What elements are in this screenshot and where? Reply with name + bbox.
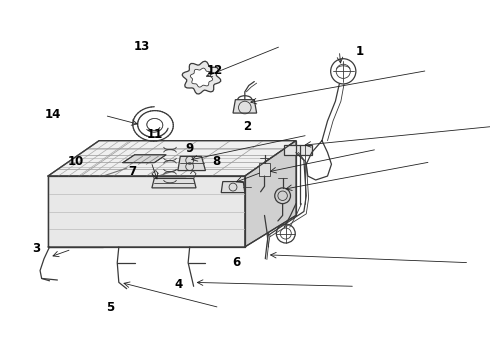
Polygon shape: [48, 176, 103, 247]
Polygon shape: [48, 141, 296, 176]
Text: 13: 13: [133, 40, 149, 53]
Text: 1: 1: [356, 45, 364, 58]
Polygon shape: [190, 68, 213, 87]
Text: 5: 5: [106, 301, 115, 314]
Polygon shape: [259, 163, 270, 176]
Polygon shape: [182, 61, 220, 94]
Polygon shape: [156, 179, 188, 184]
Text: 8: 8: [213, 155, 221, 168]
Text: 6: 6: [232, 256, 240, 269]
Text: 4: 4: [174, 278, 182, 291]
Text: 12: 12: [207, 64, 223, 77]
Text: 3: 3: [32, 242, 40, 255]
Polygon shape: [233, 100, 257, 113]
Polygon shape: [48, 176, 245, 247]
Text: 11: 11: [147, 128, 163, 141]
Polygon shape: [284, 145, 312, 155]
Polygon shape: [123, 155, 166, 163]
Text: 9: 9: [186, 142, 194, 155]
Polygon shape: [178, 156, 205, 171]
Text: 2: 2: [244, 120, 252, 132]
Text: 14: 14: [45, 108, 61, 121]
Polygon shape: [221, 181, 245, 193]
Polygon shape: [245, 141, 296, 247]
Text: 10: 10: [68, 155, 84, 168]
Text: 7: 7: [128, 165, 136, 178]
Polygon shape: [152, 179, 196, 188]
